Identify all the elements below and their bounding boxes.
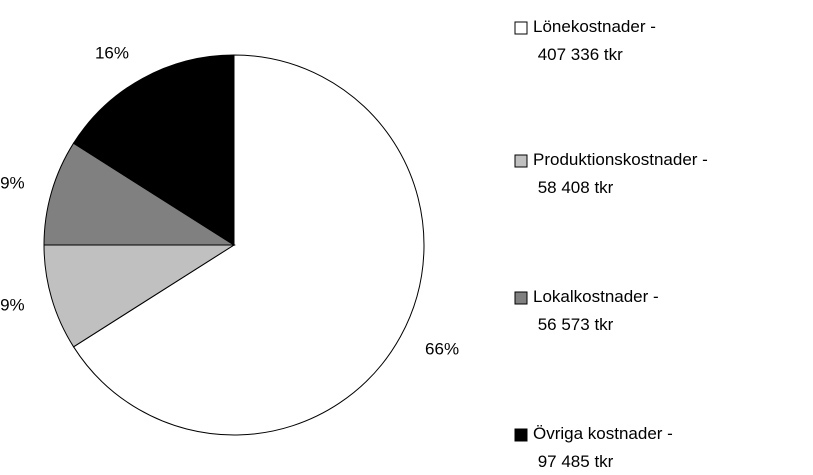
legend-label: Lönekostnader - 407 336 tkr <box>533 17 656 64</box>
slice-label: 16% <box>95 43 129 62</box>
legend-label: Lokalkostnader - 56 573 tkr <box>533 287 659 334</box>
legend-label: Produktionskostnader - 58 408 tkr <box>533 150 708 197</box>
legend-swatch <box>514 21 528 35</box>
legend-swatch <box>514 428 528 442</box>
legend-swatch <box>514 291 528 305</box>
pie-slice <box>43 244 236 348</box>
pie-slice <box>72 54 425 436</box>
slice-label: 9% <box>0 174 25 193</box>
pie-slice <box>43 142 236 246</box>
pie-slice <box>72 54 235 246</box>
legend-swatch <box>514 154 528 168</box>
slice-label: 9% <box>0 295 25 314</box>
slice-label: 66% <box>425 340 459 359</box>
legend-label: Övriga kostnader - 97 485 tkr <box>533 424 673 471</box>
